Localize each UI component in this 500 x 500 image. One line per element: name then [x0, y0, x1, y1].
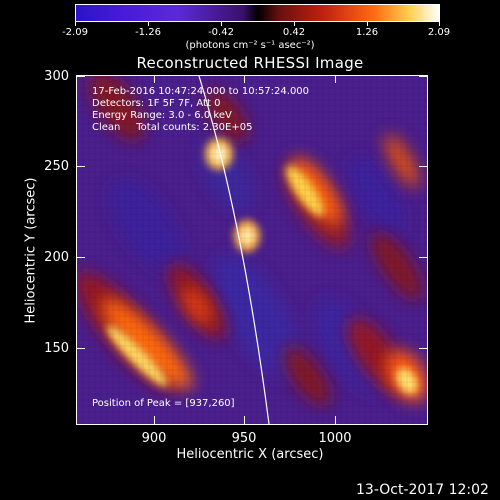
energy-range-text: Energy Range: 3.0 - 6.0 keV	[92, 110, 232, 121]
x-axis-tick	[335, 416, 336, 424]
y-axis-tick	[419, 348, 428, 349]
colorbar-tick	[367, 22, 368, 26]
colorbar-tick-label: 2.09	[427, 27, 451, 38]
y-axis-tick	[419, 76, 428, 77]
peak-position-text: Position of Peak = [937,260]	[92, 398, 235, 409]
solar-limb-line	[198, 76, 270, 424]
generation-date: 13-Oct-2017 12:02	[356, 482, 489, 498]
detectors-text: Detectors: 1F 5F 7F, Att 0	[92, 98, 221, 109]
y-tick-label: 150	[44, 341, 69, 356]
colorbar	[75, 4, 440, 22]
x-axis-tick	[244, 416, 245, 424]
colorbar-tick-label: 1.26	[355, 27, 379, 38]
colorbar-unit-label: (photons cm⁻² s⁻¹ asec⁻²)	[185, 40, 315, 51]
colorbar-tick	[75, 22, 76, 26]
colorbar-tick	[148, 22, 149, 26]
colorbar-tick	[439, 22, 440, 26]
x-tick-label: 900	[141, 431, 167, 446]
y-axis-tick	[76, 348, 85, 349]
x-axis-tick	[244, 75, 245, 83]
colorbar-tick-label: -2.09	[62, 27, 88, 38]
y-axis-tick	[76, 166, 85, 167]
colorbar-tick	[294, 22, 295, 26]
x-axis-tick	[154, 75, 155, 83]
y-axis-label: Heliocentric Y (arcsec)	[23, 177, 39, 324]
y-axis-tick	[419, 166, 428, 167]
y-tick-label: 200	[44, 250, 69, 265]
y-axis-tick	[419, 257, 428, 258]
image-title: Reconstructed RHESSI Image	[136, 54, 364, 72]
rhessi-image-panel	[76, 75, 428, 425]
y-tick-label: 250	[44, 159, 69, 174]
y-tick-label: 300	[44, 69, 69, 84]
x-tick-label: 950	[231, 431, 257, 446]
y-axis-tick	[76, 257, 85, 258]
colorbar-tick	[221, 22, 222, 26]
clean-counts-text: Clean Total counts: 2.30E+05	[92, 122, 253, 133]
rhessi-image	[77, 76, 427, 424]
x-axis-tick	[154, 416, 155, 424]
colorbar-tick-label: -0.42	[208, 27, 234, 38]
y-axis-tick	[76, 76, 85, 77]
x-tick-label: 1000	[318, 431, 352, 446]
colorbar-tick-label: 0.42	[282, 27, 306, 38]
colorbar-tick-label: -1.26	[135, 27, 161, 38]
time-range-text: 17-Feb-2016 10:47:24.000 to 10:57:24.000	[92, 86, 310, 97]
x-axis-tick	[335, 75, 336, 83]
x-axis-label: Heliocentric X (arcsec)	[176, 447, 324, 462]
